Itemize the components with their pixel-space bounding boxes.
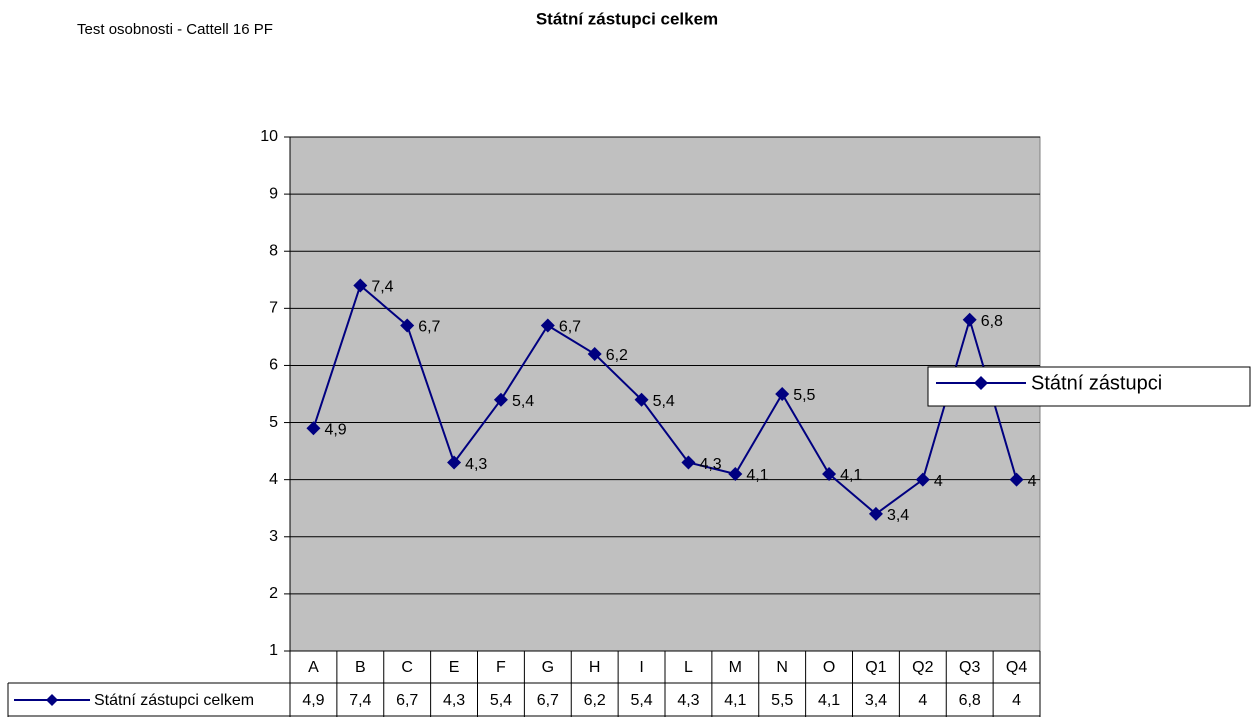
plot-area	[289, 136, 1041, 652]
x-tick-label: G	[542, 659, 554, 676]
x-tick-label: I	[639, 659, 643, 676]
x-tick-label: E	[449, 659, 460, 676]
table-value: 6,7	[396, 692, 418, 709]
table-value: 4,1	[818, 692, 840, 709]
data-label: 3,4	[887, 507, 909, 524]
data-point	[400, 318, 415, 333]
data-label: 4,1	[840, 467, 862, 484]
data-label: 4	[1028, 473, 1037, 490]
y-tick-label: 10	[260, 128, 278, 145]
y-tick-label: 3	[269, 528, 278, 545]
y-tick-label: 4	[269, 471, 278, 488]
legend-label: Státní zástupci	[1031, 372, 1162, 394]
table-value: 6,7	[537, 692, 559, 709]
x-tick-label: Q3	[959, 659, 980, 676]
data-point	[634, 392, 649, 407]
data-point	[353, 278, 368, 293]
table-row-label: Státní zástupci celkem	[94, 692, 254, 709]
data-label: 4,9	[324, 421, 346, 438]
table-value: 4	[918, 692, 927, 709]
x-tick-label: O	[823, 659, 835, 676]
table-value: 6,8	[959, 692, 981, 709]
table-value: 4,1	[724, 692, 746, 709]
table-value: 4,3	[677, 692, 699, 709]
y-tick-label: 1	[269, 642, 278, 659]
table-value: 3,4	[865, 692, 887, 709]
data-label: 4,3	[465, 456, 487, 473]
table-value: 4	[1012, 692, 1021, 709]
series-line	[312, 283, 1018, 516]
x-tick-label: Q1	[865, 659, 886, 676]
data-point	[306, 421, 321, 436]
y-tick-label: 7	[269, 300, 278, 317]
y-tick-label: 9	[269, 185, 278, 202]
data-point	[962, 312, 977, 327]
table-value: 5,4	[490, 692, 512, 709]
x-tick-label: L	[684, 659, 693, 676]
x-tick-label: A	[308, 659, 319, 676]
table-value: 6,2	[584, 692, 606, 709]
x-tick-label: C	[401, 659, 413, 676]
data-label: 6,7	[418, 319, 440, 336]
data-label: 4,1	[746, 467, 768, 484]
data-point	[868, 506, 883, 521]
x-tick-label: N	[776, 659, 788, 676]
table-value: 4,9	[302, 692, 324, 709]
data-label: 5,4	[653, 393, 675, 410]
table-value: 5,4	[630, 692, 652, 709]
data-point	[822, 466, 837, 481]
table-value: 7,4	[349, 692, 371, 709]
x-tick-label: Q2	[912, 659, 933, 676]
table-value: 4,3	[443, 692, 465, 709]
x-tick-label: F	[496, 659, 506, 676]
data-point	[681, 455, 696, 470]
x-tick-label: H	[589, 659, 601, 676]
data-point	[493, 392, 508, 407]
data-label: 5,4	[512, 393, 534, 410]
data-label: 4	[934, 473, 943, 490]
y-tick-label: 2	[269, 585, 278, 602]
data-point	[587, 347, 602, 362]
data-label: 6,7	[559, 319, 581, 336]
data-point	[1009, 472, 1024, 487]
data-label: 4,3	[699, 456, 721, 473]
y-tick-label: 6	[269, 357, 278, 374]
data-point	[915, 472, 930, 487]
legend-key-marker	[974, 376, 988, 390]
data-label: 7,4	[371, 279, 393, 296]
x-tick-label: B	[355, 659, 366, 676]
x-tick-label: Q4	[1006, 659, 1027, 676]
y-tick-label: 8	[269, 242, 278, 259]
table-key-marker	[46, 694, 58, 706]
data-label: 6,2	[606, 347, 628, 364]
chart-title: Státní zástupci celkem	[536, 9, 718, 28]
data-label: 6,8	[981, 313, 1003, 330]
data-point	[447, 455, 462, 470]
data-point	[540, 318, 555, 333]
x-tick-label: M	[729, 659, 742, 676]
chart-subtitle: Test osobnosti - Cattell 16 PF	[77, 21, 273, 38]
data-point	[775, 387, 790, 401]
y-tick-label: 5	[269, 414, 278, 431]
table-value: 5,5	[771, 692, 793, 709]
data-point	[728, 466, 743, 481]
data-label: 5,5	[793, 387, 815, 404]
